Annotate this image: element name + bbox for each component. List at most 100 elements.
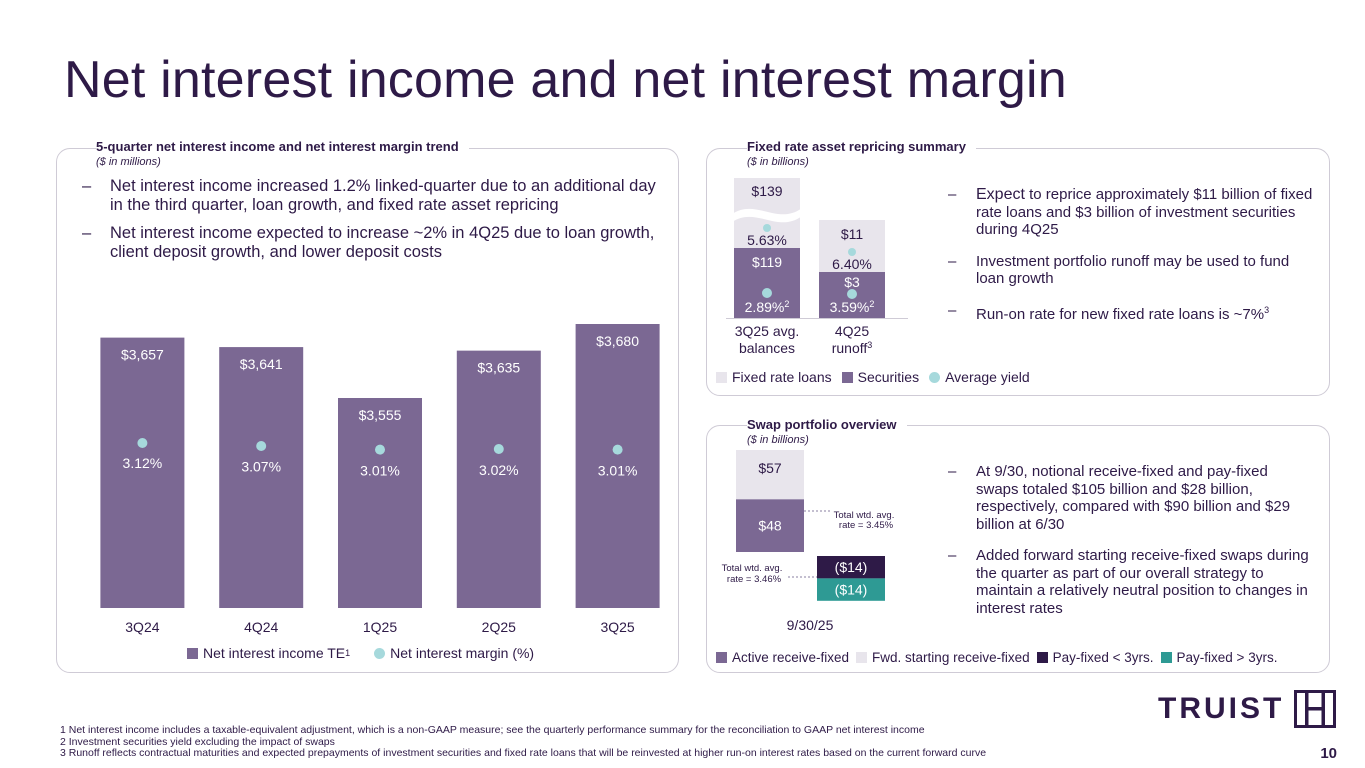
repricing-bullets: Expect to reprice approximately $11 bill… (948, 186, 1318, 337)
axis-break (732, 208, 802, 223)
swap-panel-title: Swap portfolio overview (747, 417, 907, 432)
legend-nii-label: Net interest income TE (203, 645, 346, 661)
repricing-legend: Fixed rate loans Securities Average yiel… (716, 369, 1040, 385)
repricing-bullet-text: Investment portfolio runoff may be used … (976, 252, 1290, 288)
nim-dot (375, 444, 385, 455)
nim-dot (137, 438, 148, 448)
legend-active-swatch (716, 652, 727, 663)
repricing-panel (706, 148, 1330, 396)
legend-pay-long-swatch (1160, 652, 1172, 663)
swap-panel-subtitle: ($ in billions) (747, 434, 809, 446)
nii-bar-label: $3,680 (596, 333, 639, 349)
repricing-x-tick: 4Q25 (835, 323, 869, 339)
nii-bullet: Net interest income expected to increase… (82, 224, 667, 262)
nii-bar (219, 347, 304, 608)
repricing-x-tick: 3Q25 avg. (735, 323, 800, 339)
loans-bar-label: $139 (751, 183, 782, 199)
securities-yield-label: 2.89%2 (745, 299, 790, 315)
securities-bar-label: $3 (844, 274, 860, 290)
page-title: Net interest income and net interest mar… (64, 51, 1067, 109)
loans-yield-label: 6.40% (832, 256, 872, 272)
securities-yield-label: 3.59%2 (830, 299, 875, 315)
receive-rate-note: Total wtd. avg. (834, 510, 895, 521)
nim-label: 3.01% (598, 463, 638, 479)
active-receive-label: $48 (758, 518, 782, 534)
nim-dot (493, 444, 504, 454)
active-receive-bar (736, 499, 804, 552)
nii-bullet: Net interest income increased 1.2% linke… (82, 177, 667, 215)
nii-panel-subtitle: ($ in millions) (96, 156, 161, 168)
repricing-bullet: Run-on rate for new fixed rate loans is … (948, 302, 1318, 324)
truist-logo: TRUIST (1158, 690, 1337, 728)
nim-label: 3.12% (123, 455, 163, 471)
nim-label: 3.01% (360, 463, 400, 479)
swap-chart: $48$57($14)($14)Total wtd. avg.rate = 3.… (722, 450, 895, 633)
loans-yield-label: 5.63% (747, 232, 787, 248)
nim-dot (612, 444, 623, 455)
nim-label: 3.07% (241, 459, 281, 475)
securities-bar (734, 248, 800, 318)
legend-fwd-label: Fwd. starting receive-fixed (872, 650, 1030, 665)
nii-bullets: Net interest income increased 1.2% linke… (82, 177, 667, 271)
nii-bar-label: $3,635 (477, 360, 520, 376)
legend-active-label: Active receive-fixed (732, 650, 850, 665)
repricing-bullet-lead: Expect (976, 186, 1025, 203)
page-number: 10 (1320, 745, 1337, 762)
legend-nii-sup: 1 (345, 648, 351, 658)
legend-securities-swatch (841, 371, 853, 383)
loans-yield-dot (848, 248, 856, 256)
securities-yield-dot (762, 288, 772, 298)
pay-fixed-long-label: ($14) (835, 582, 868, 598)
swap-x-tick: 9/30/25 (787, 617, 834, 633)
legend-loans-swatch (716, 371, 727, 383)
loans-yield-dot (763, 224, 771, 232)
fwd-receive-label: $57 (758, 460, 782, 476)
legend-pay-short-swatch (1036, 652, 1048, 663)
pay-rate-note: Total wtd. avg. (722, 563, 783, 574)
swap-legend: Active receive-fixed Fwd. starting recei… (716, 650, 1277, 665)
loans-bar (819, 220, 885, 272)
legend-nii-swatch (187, 647, 198, 659)
nii-bar-label: $3,641 (240, 356, 283, 372)
repricing-chart: $139 5.63% $119 2.89%2 $11 6.40% $3 3.59%2 3Q25 … (726, 178, 908, 356)
repricing-panel-subtitle: ($ in billions) (747, 156, 809, 168)
nii-bar-label: $3,657 (121, 347, 164, 363)
nii-chart: $3,657 3.12% 3Q24 $3,641 3.07% 4Q24 $3,555 3.01… (100, 324, 660, 635)
nii-bar (100, 337, 185, 608)
swap-bullets: At 9/30, notional receive-fixed and pay-… (948, 463, 1313, 631)
repricing-bullet: Expect to reprice approximately $11 bill… (948, 186, 1318, 239)
legend-fwd-swatch (856, 652, 868, 663)
footnote: 1 Net interest income includes a taxable… (60, 724, 925, 736)
nii-bar (575, 324, 660, 608)
nii-bar (456, 350, 541, 608)
fwd-receive-bar (736, 450, 804, 500)
receive-rate-note: rate = 3.45% (839, 520, 894, 531)
legend-loans-label: Fixed rate loans (732, 369, 832, 385)
pay-fixed-short-label: ($14) (835, 559, 868, 575)
legend-nim-dot (374, 647, 386, 659)
nim-label: 3.02% (479, 462, 519, 478)
nii-x-tick: 3Q24 (125, 619, 159, 635)
legend-nim-label: Net interest margin (%) (390, 645, 535, 661)
repricing-bullet: Investment portfolio runoff may be used … (948, 253, 1318, 288)
nii-panel-title: 5-quarter net interest income and net in… (96, 139, 469, 154)
loans-bar-label: $11 (841, 226, 864, 242)
nim-dot (256, 441, 267, 451)
pay-fixed-short-bar (817, 556, 885, 579)
repricing-panel-title: Fixed rate asset repricing summary (747, 139, 976, 154)
legend-securities-label: Securities (857, 369, 920, 385)
legend-pay-long-label: Pay-fixed > 3yrs. (1176, 650, 1278, 665)
nii-x-tick: 4Q24 (244, 619, 278, 635)
repricing-bullet-text: to reprice approximately $11 billion of … (976, 186, 1313, 238)
repricing-bullet-sup: 3 (1264, 304, 1270, 315)
securities-yield-dot (847, 289, 857, 299)
footnotes: 1 Net interest income includes a taxable… (60, 724, 986, 760)
nii-bar-label: $3,555 (359, 407, 402, 423)
nii-x-tick: 3Q25 (600, 619, 634, 635)
legend-pay-short-label: Pay-fixed < 3yrs. (1052, 650, 1154, 665)
logo-text: TRUIST (1158, 692, 1285, 725)
footnote: 2 Investment securities yield excluding … (60, 735, 335, 748)
swap-panel (706, 425, 1330, 673)
swap-bullet: At 9/30, notional receive-fixed and pay-… (948, 463, 1313, 533)
legend-yield-label: Average yield (945, 369, 1030, 385)
